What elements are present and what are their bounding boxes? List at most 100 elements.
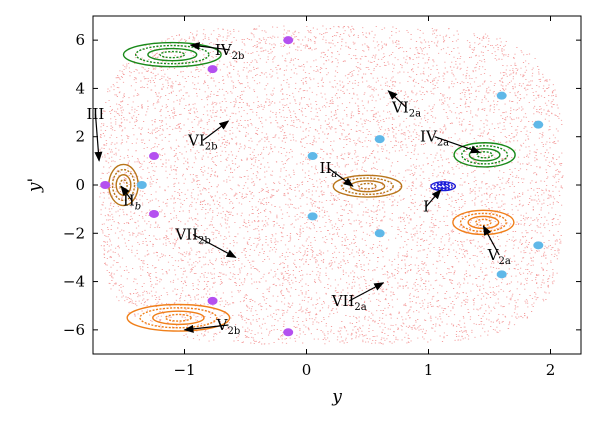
annotation-label-VI2b: VI2b bbox=[187, 131, 218, 152]
y-axis-label: y' bbox=[25, 178, 45, 193]
annotation-arrow-IIb bbox=[120, 185, 133, 202]
annotation-label-VII2a: VII2a bbox=[331, 292, 367, 313]
island-8-point-7 bbox=[533, 120, 544, 129]
annotation-label-IIb: IIb bbox=[123, 192, 141, 213]
island-6-curve-1 bbox=[164, 313, 192, 322]
annotation-label-III: III bbox=[87, 105, 105, 123]
island-8-point-1 bbox=[307, 212, 318, 221]
axis-ticks: −1 0 1 2 −6 −4 −2 0 2 4 6 bbox=[63, 16, 581, 379]
island-3-curve-1 bbox=[476, 151, 493, 159]
annotation-main-V2b: V bbox=[216, 316, 229, 334]
annotation-sub-IIb: b bbox=[135, 202, 141, 213]
island-8-point-5 bbox=[496, 91, 507, 100]
annotation-arrow-VII2a bbox=[348, 282, 385, 302]
annotation-main-V2a: V bbox=[487, 246, 500, 264]
annotation-sub-VII2a: 2a bbox=[354, 302, 366, 313]
annotation-label-V2a: V2a bbox=[487, 246, 511, 267]
annotation-arrow-VI2a bbox=[387, 90, 407, 109]
annotation-sub-VI2b: 2b bbox=[205, 141, 218, 152]
island-5-curve-4 bbox=[122, 41, 222, 68]
island-4-curve-1 bbox=[475, 218, 492, 227]
island-1-curve-2 bbox=[349, 180, 386, 193]
island-7-point-6 bbox=[100, 181, 111, 189]
y-tick-label: −2 bbox=[63, 224, 85, 242]
y-tick-label: 0 bbox=[75, 176, 85, 194]
island-7-point-2 bbox=[207, 65, 218, 74]
island-3-curve-2 bbox=[468, 148, 501, 162]
island-8-point-2 bbox=[374, 135, 385, 144]
y-tick-label: 4 bbox=[75, 79, 85, 97]
island-1-curve-3 bbox=[341, 177, 394, 196]
island-6-curve-4 bbox=[126, 303, 231, 332]
x-tick-label: 0 bbox=[302, 361, 312, 379]
annotation-sub-IIa: a bbox=[331, 169, 337, 180]
island-0-curve-2 bbox=[436, 183, 450, 190]
annotation-sub-IV2a: 2a bbox=[437, 138, 449, 149]
island-3-curve-4 bbox=[453, 142, 516, 168]
annotation-main-VII2a: VII bbox=[331, 292, 355, 310]
annotation-arrow-V2b bbox=[183, 324, 229, 333]
annotation-arrow-VI2b bbox=[202, 120, 230, 141]
annotations: IIIaIIbIIIIV2aIV2bV2aV2bVI2aVI2bVII2aVII… bbox=[87, 41, 511, 337]
annotation-label-IV2b: IV2b bbox=[215, 41, 245, 62]
annotation-sub-VI2a: 2a bbox=[409, 109, 421, 120]
annotation-arrow-V2a bbox=[482, 225, 500, 256]
annotation-arrow-IV2b bbox=[189, 42, 230, 51]
x-tick-label: 1 bbox=[424, 361, 434, 379]
x-axis-label: y bbox=[331, 387, 342, 407]
island-7-point-4 bbox=[149, 152, 159, 161]
annotation-label-I: I bbox=[423, 198, 429, 216]
regular-islands bbox=[100, 36, 544, 337]
annotation-label-VII2b: VII2b bbox=[174, 225, 210, 246]
y-tick-label: 2 bbox=[75, 128, 85, 146]
island-7-point-0 bbox=[283, 36, 294, 45]
annotation-main-VI2b: VI bbox=[187, 131, 205, 149]
island-0-curve-1 bbox=[439, 184, 447, 188]
x-tick-label: 2 bbox=[546, 361, 556, 379]
island-0-curve-3 bbox=[433, 182, 453, 191]
annotation-main-IIa: II bbox=[320, 159, 332, 177]
annotation-sub-V2b: 2b bbox=[227, 326, 240, 337]
x-tick-label: −1 bbox=[173, 361, 195, 379]
annotation-main-IIb: II bbox=[123, 192, 135, 210]
island-8-point-8 bbox=[533, 241, 544, 250]
y-tick-label: −6 bbox=[63, 321, 85, 339]
annotation-label-IV2a: IV2a bbox=[420, 128, 449, 149]
island-6-curve-3 bbox=[139, 307, 218, 329]
annotation-arrow-VII2b bbox=[192, 233, 237, 258]
annotation-main-IV2a: IV bbox=[420, 128, 438, 146]
island-8-point-0 bbox=[307, 152, 318, 161]
annotation-arrow-IIa bbox=[328, 167, 354, 187]
island-2-curve-3 bbox=[111, 168, 136, 202]
annotation-label-IIa: IIa bbox=[320, 159, 338, 180]
annotation-sub-VII2b: 2b bbox=[198, 235, 211, 246]
island-7-point-3 bbox=[207, 296, 218, 305]
y-tick-label: −4 bbox=[63, 273, 85, 291]
annotation-main-III: III bbox=[87, 105, 105, 123]
island-6-curve-2 bbox=[152, 310, 205, 326]
island-5-curve-2 bbox=[147, 47, 198, 62]
island-8-point-6 bbox=[496, 270, 507, 279]
annotation-main-VI2a: VI bbox=[391, 99, 409, 117]
annotation-sub-IV2b: 2b bbox=[232, 51, 245, 62]
island-8-point-4 bbox=[136, 181, 147, 189]
annotation-arrow-I bbox=[425, 189, 442, 208]
y-tick-label: 6 bbox=[75, 31, 85, 49]
island-3-curve-3 bbox=[461, 145, 509, 165]
island-0-curve-4 bbox=[430, 181, 457, 192]
annotation-label-V2b: V2b bbox=[216, 316, 241, 337]
annotation-main-IV2b: IV bbox=[215, 41, 233, 59]
island-1-curve-4 bbox=[332, 174, 403, 198]
island-2-curve-1 bbox=[119, 179, 128, 191]
annotation-arrow-III bbox=[94, 113, 103, 162]
annotation-main-I: I bbox=[423, 198, 429, 216]
annotation-main-VII2b: VII bbox=[174, 225, 198, 243]
island-7-point-5 bbox=[149, 209, 159, 218]
island-5-curve-1 bbox=[159, 50, 186, 59]
island-7-point-1 bbox=[283, 328, 294, 337]
annotation-label-VI2a: VI2a bbox=[391, 99, 421, 120]
island-8-point-3 bbox=[374, 229, 385, 238]
island-5-curve-3 bbox=[135, 44, 210, 65]
annotation-sub-V2a: 2a bbox=[499, 256, 511, 267]
